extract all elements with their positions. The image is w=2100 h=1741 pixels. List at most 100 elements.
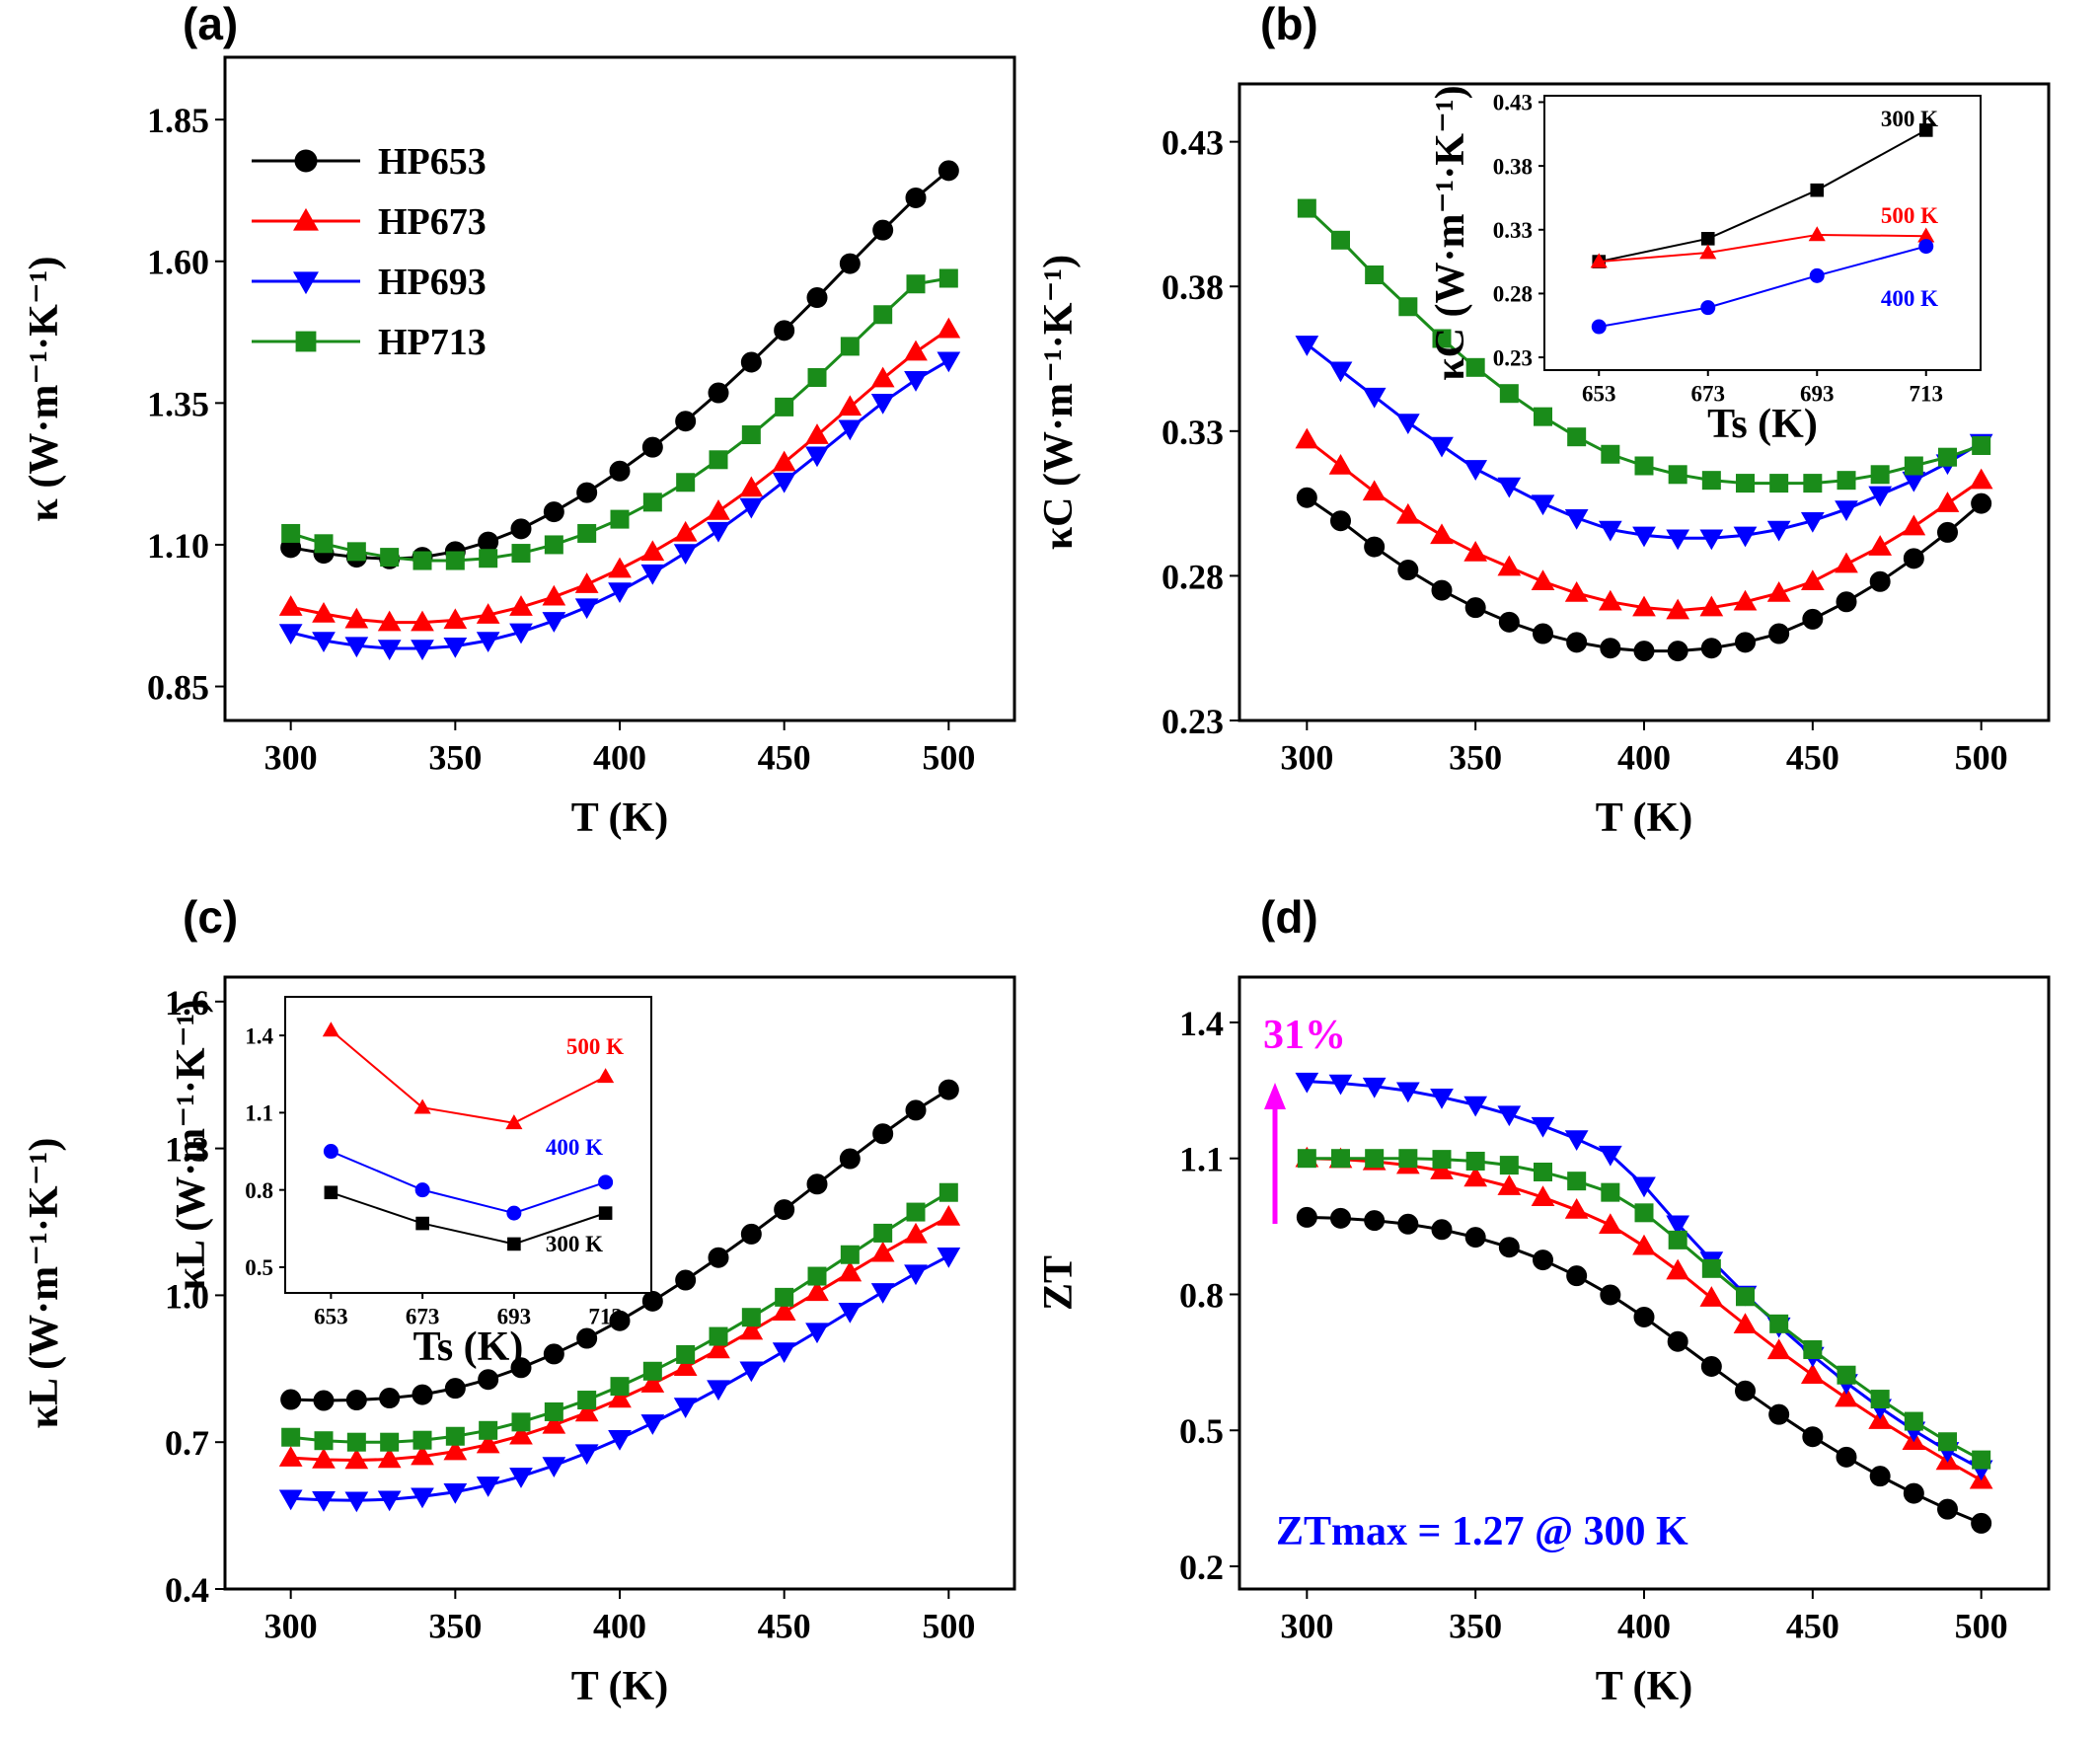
panel-d-point-2-10 [1632,1176,1656,1198]
panel-d-ylabel: ZT [1036,1255,1082,1311]
inset-b: 653 673 693 713 0.23 0.28 0.33 0.38 0.43 Ts (K) κC… [1428,85,1982,447]
panel-b-point-2-7 [1531,494,1555,516]
panel-c-point-0-6 [478,1369,499,1391]
inset-b-xtick-label: 713 [1910,381,1944,406]
inset-b-ytick-label: 0.33 [1493,218,1533,243]
panel-a-point-1-13 [707,499,730,520]
panel-a-xlabel: T (K) [571,795,668,841]
panel-d-plot-area [1295,1072,1993,1534]
panel-d-point-3-9 [1601,1182,1620,1202]
panel-b-point-2-12 [1699,529,1724,551]
inset-b-point-1-2 [1808,226,1826,242]
inset-c-series-line-2 [331,1191,606,1246]
panel-a-point-2-9 [574,598,599,620]
inset-b-point-2-2 [1809,267,1825,283]
panel-d-point-0-18 [1903,1482,1924,1504]
panel-c-point-1-5 [443,1439,468,1461]
panel-b-point-1-2 [1362,480,1387,501]
panel-c-xtick-label: 450 [758,1607,811,1646]
panel-d-point-3-16 [1837,1365,1856,1385]
inset-c-point-2-1 [415,1216,429,1231]
inset-b-series-line-0 [1599,129,1927,264]
panel-c-ytick-label: 0.7 [165,1423,209,1463]
panel-a-point-0-7 [510,518,532,540]
inset-c: 653 673 693 713 0.5 0.8 1.1 1.4 Ts (K) κL (W·m⁻¹·… [169,996,652,1370]
inset-c-point-0-1 [413,1098,431,1114]
panel-b-ytick-label: 0.33 [1162,413,1224,452]
panel-d-point-1-12 [1699,1286,1724,1307]
panel-c-point-3-7 [511,1412,531,1432]
panel-d-point-3-17 [1870,1390,1890,1409]
panel-d-point-2-6 [1497,1105,1522,1127]
panel-d-point-3-8 [1567,1172,1587,1191]
legend-label-2: HP693 [378,262,487,303]
panel-b-point-0-3 [1397,560,1419,581]
panel-d-ytick-label: 1.4 [1179,1004,1224,1043]
legend-label-0: HP653 [378,141,487,183]
panel-a-point-3-7 [511,544,531,564]
panel-d-point-0-15 [1802,1426,1824,1448]
panel-b-point-1-5 [1463,540,1488,562]
panel-b-point-2-13 [1733,526,1758,548]
panel-c-point-2-18 [870,1283,895,1304]
inset-c-point-1-1 [414,1182,430,1198]
inset-b-series-label-1: 500 K [1881,203,1938,228]
panel-c-ytick-label: 1.3 [165,1130,209,1170]
panel-d-xtick-label: 400 [1617,1607,1671,1646]
panel-a-point-2-2 [344,637,369,658]
panel-b-point-3-7 [1534,407,1552,426]
panel-c-point-3-17 [840,1245,860,1264]
panel-b-point-1-11 [1666,598,1690,620]
legend-marker-1 [293,207,319,231]
panel-a-point-1-18 [870,366,895,388]
panel-a-point-0-15 [774,320,795,341]
inset-b-point-2-0 [1591,319,1607,335]
panel-b-point-2-9 [1598,520,1622,542]
panel-a-point-0-19 [905,187,927,208]
panel-b-point-0-2 [1364,536,1386,558]
panel-c-point-0-16 [806,1173,828,1195]
panel-a: (a) 300 350 400 450 500 0.85 1.10 1.35 1.60 1.85 T … [22,0,1016,841]
inset-b-series-line-2 [1599,245,1927,329]
inset-c-xtick-label: 693 [497,1304,532,1328]
panel-a-point-0-14 [740,351,762,373]
panel-c-point-3-10 [610,1377,630,1397]
panel-a-point-3-8 [544,535,563,555]
inset-c-ytick-label: 0.5 [245,1255,273,1280]
panel-c-point-0-3 [379,1388,401,1409]
panel-c-point-2-10 [608,1429,632,1451]
panel-c-point-1-8 [542,1412,566,1434]
panel-a-ytick-label: 1.85 [147,101,209,140]
panel-d-point-1-15 [1800,1363,1825,1384]
panel-a-point-0-18 [872,219,894,241]
panel-d-point-0-0 [1296,1206,1317,1228]
panel-d-point-3-4 [1432,1150,1452,1170]
panel-c-point-0-13 [708,1247,729,1268]
panel-b-point-0-5 [1464,597,1486,619]
panel-b-point-2-16 [1835,500,1858,521]
panel-a-xtick-label: 400 [593,738,646,778]
inset-c-point-0-3 [597,1068,615,1084]
panel-a-point-3-6 [479,549,498,568]
panel-d-point-3-2 [1365,1149,1385,1169]
panel-b-point-0-16 [1836,591,1857,613]
panel-b-point-3-20 [1972,435,1991,455]
panel-a-point-1-19 [904,340,928,361]
panel-c-point-2-17 [838,1303,862,1324]
panel-a-point-1-10 [608,557,632,578]
inset-c-xtick-label: 653 [314,1304,348,1328]
panel-c-point-3-20 [938,1182,958,1202]
panel-c-point-1-10 [608,1387,632,1408]
panel-c-point-0-0 [280,1389,302,1410]
panel-b-point-2-5 [1463,460,1488,481]
panel-b-point-2-0 [1295,336,1319,356]
panel-b-point-3-19 [1938,447,1957,467]
panel-c-point-1-3 [377,1447,402,1469]
panel-d-point-0-9 [1600,1284,1621,1306]
panel-a-point-2-11 [640,564,665,585]
panel-b-ytick-label: 0.23 [1162,702,1224,741]
panel-c-ytick-label: 0.4 [165,1570,209,1610]
panel-d-point-0-20 [1971,1512,1992,1534]
panel-c-point-3-2 [346,1432,366,1452]
panel-c-point-1-13 [707,1337,730,1359]
